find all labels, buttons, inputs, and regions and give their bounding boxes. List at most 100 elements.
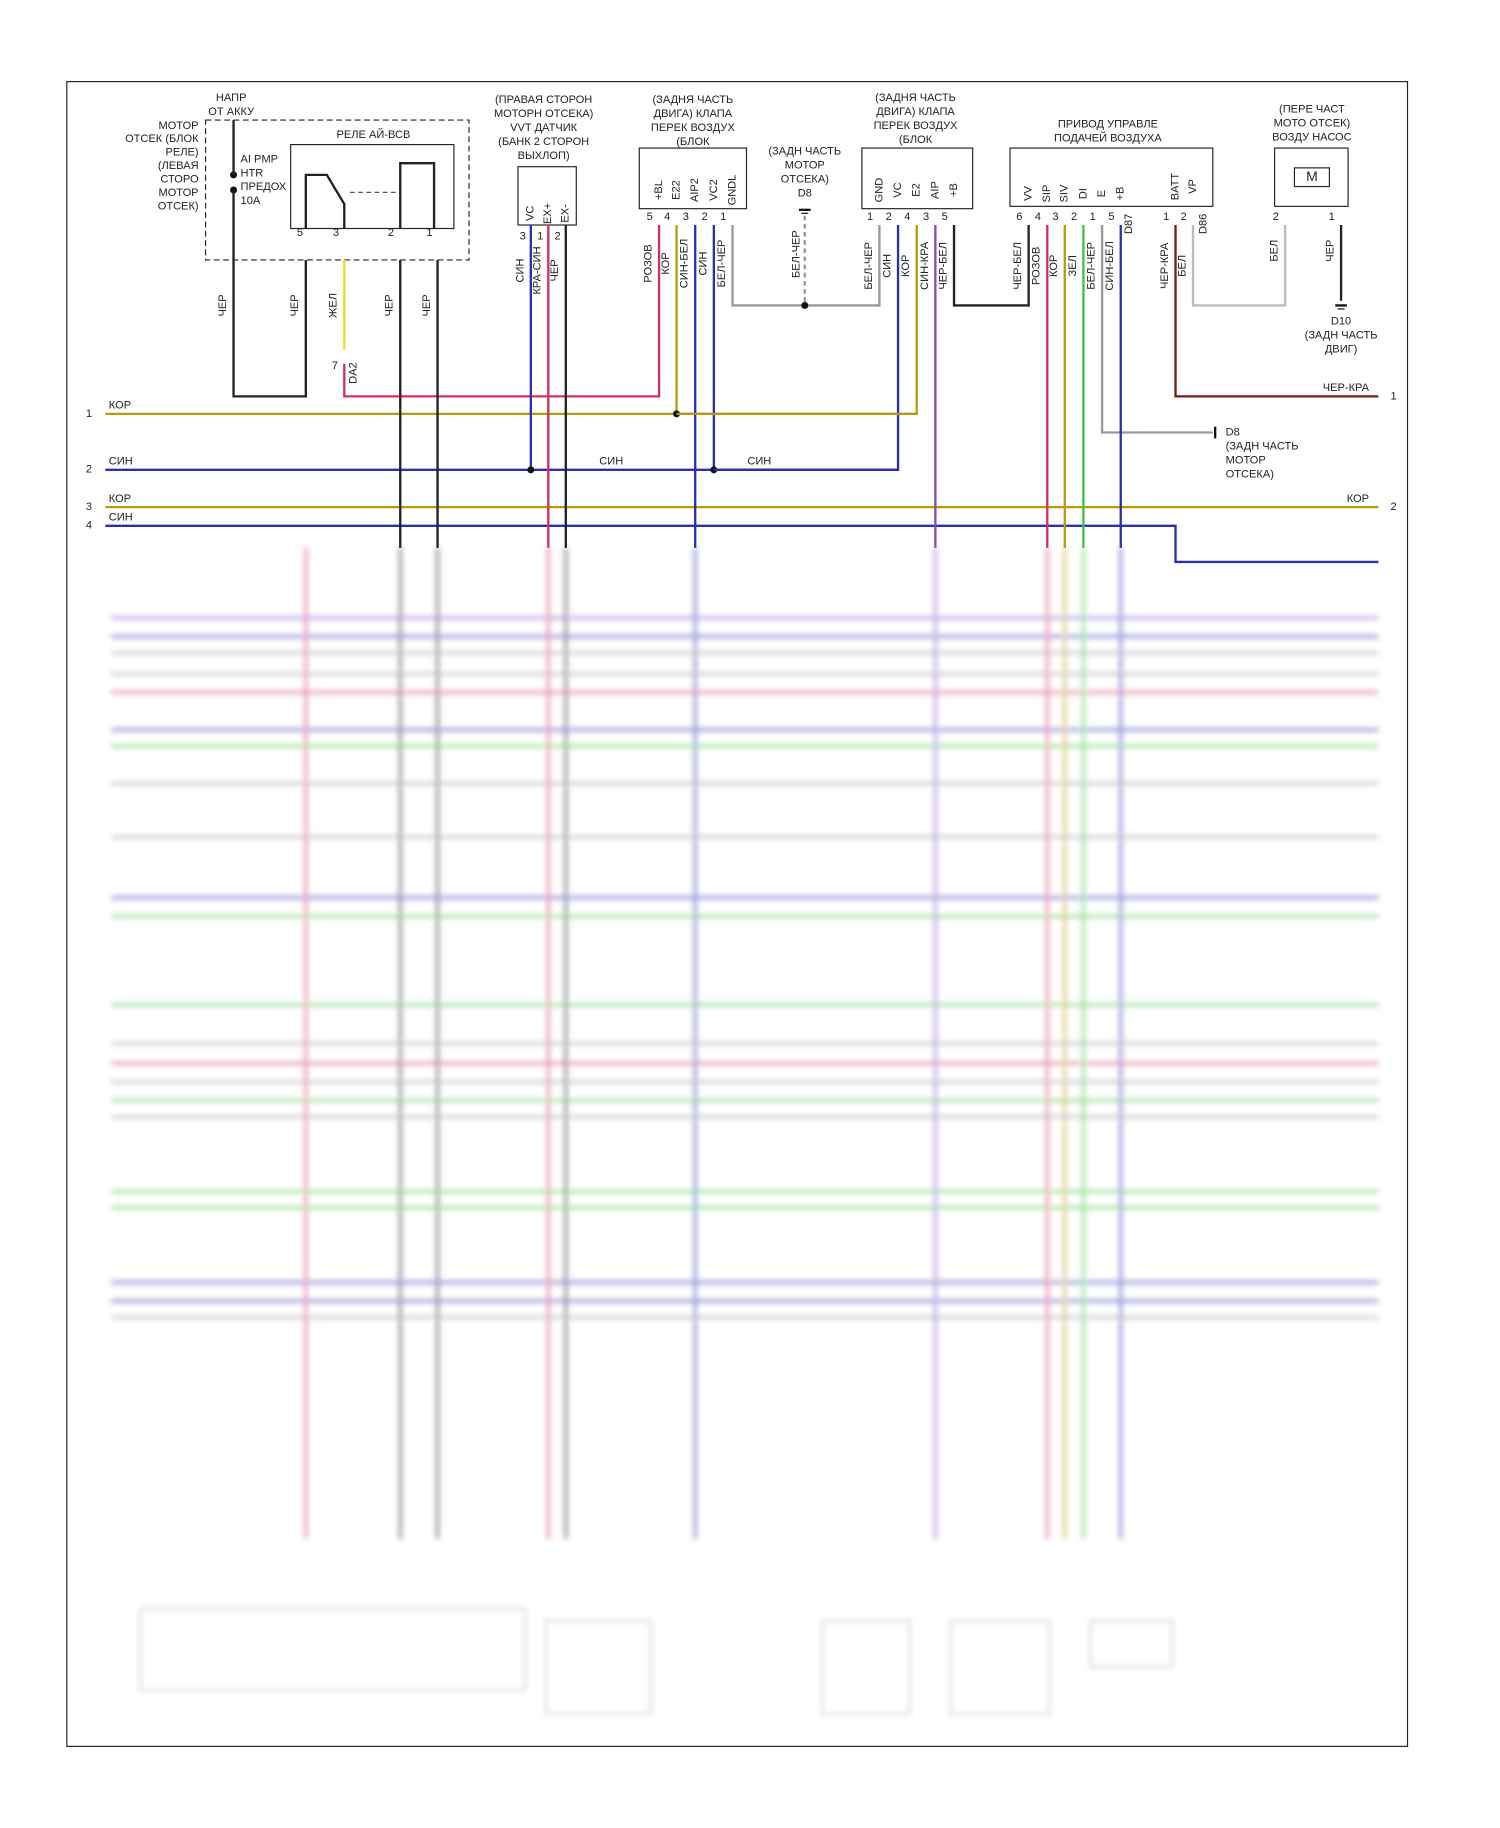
component-title: (БЛОК: [899, 134, 933, 146]
component-title: (ПРАВАЯ СТОРОН: [495, 94, 592, 106]
pin-label: GND: [873, 178, 885, 203]
location-label: ОТСЕК): [158, 200, 199, 212]
component-title: ПРИВОД УПРАВЛЕ: [1058, 119, 1158, 131]
wire: [304, 173, 346, 229]
ground-label: ОТСЕКА): [781, 173, 829, 185]
pin-label: +B: [948, 183, 960, 197]
ground-label: D8: [1226, 426, 1240, 438]
blurred-wiring: [111, 547, 1379, 1715]
wire-label: СИН: [514, 258, 526, 282]
wire-label: СИН-БЕЛ: [1104, 241, 1116, 291]
wire-label: ЧЕР: [289, 294, 301, 316]
location-label: (ЛЕВАЯ: [158, 160, 199, 172]
supply-label: НАПР: [216, 92, 247, 104]
pin-number: 2: [701, 211, 707, 223]
component-title: (ЗАДНЯ ЧАСТЬ: [875, 92, 956, 104]
pin-number: 5: [647, 211, 653, 223]
component-title: VVT ДАТЧИК: [510, 122, 577, 134]
pin-label: E2: [911, 183, 923, 197]
pin-number: 2: [1071, 211, 1077, 223]
component-box: [1274, 147, 1349, 207]
fuse-label: ПРЕДОХ: [241, 181, 287, 193]
wire: [105, 524, 1379, 564]
wire: [1174, 225, 1379, 398]
pin-number: 3: [333, 227, 339, 239]
pin-number: 2: [388, 227, 394, 239]
component-box: [204, 119, 470, 261]
bus-label: СИН: [599, 456, 623, 468]
bus-label: СИН: [109, 456, 133, 468]
wire-label: КРА-СИН: [532, 246, 544, 294]
pin-number: 4: [664, 211, 670, 223]
pin-number: 3: [520, 231, 526, 243]
frame: [66, 81, 1409, 1747]
wire-label: БЕЛ-ЧЕР: [1086, 242, 1098, 290]
blurred-component: [545, 1619, 652, 1715]
pin-label: VV: [1023, 186, 1035, 201]
pin-number: 2: [555, 231, 561, 243]
pin-label: SIP: [1041, 185, 1053, 203]
pin-label: +BL: [653, 180, 665, 200]
bus-label: СИН: [747, 456, 771, 468]
ground-label: (ЗАДН ЧАСТЬ: [1305, 330, 1378, 342]
wire: [399, 162, 436, 229]
wire: [676, 225, 918, 416]
junction: [801, 301, 809, 309]
wire: [731, 225, 881, 307]
pin-label: GNDL: [726, 175, 738, 206]
component-title: ДВИГА) КЛАПА: [876, 106, 955, 118]
output-label: ЧЕР-КРА: [1323, 382, 1370, 394]
ground-label: (ЗАДН ЧАСТЬ: [768, 145, 841, 157]
bus-label: КОР: [1347, 493, 1369, 505]
wire-label: ЧЕР: [421, 294, 433, 316]
wire-label: ЧЕР-БЕЛ: [1012, 242, 1024, 290]
wire-label: КОР: [1048, 255, 1060, 277]
pin-number: 3: [1052, 211, 1058, 223]
component-title: (ПЕРЕ ЧАСТ: [1279, 104, 1345, 116]
component-title: МОТО ОТСЕК): [1274, 117, 1351, 129]
wire: [1191, 225, 1287, 307]
wire: [952, 225, 1030, 307]
pin-number: 1: [867, 211, 873, 223]
component-box: [1009, 147, 1214, 207]
wire-label: РОЗОВ: [1031, 247, 1043, 285]
bus-label: КОР: [109, 493, 131, 505]
wire: [343, 225, 661, 398]
bus-number: 2: [86, 464, 92, 476]
component-title: ВЫХЛОП): [518, 150, 570, 162]
location-label: ОТСЕК (БЛОК: [125, 133, 199, 145]
ground-label: (ЗАДН ЧАСТЬ: [1226, 440, 1299, 452]
pin-number: 4: [904, 211, 910, 223]
wire-label: ЗЕЛ: [1067, 255, 1079, 276]
location-label: МОТОР: [158, 120, 198, 132]
pin-number: 5: [297, 227, 303, 239]
diagram-top: 1 КОР 2 СИН 3 КОР 4 СИН СИН СИН КОР 2 НАПР ОТ АККУ МОТ…: [86, 92, 1397, 564]
wire-label: СИН-БЕЛ: [679, 239, 691, 289]
pin-number: 1: [720, 211, 726, 223]
pin-label: EX-: [560, 204, 572, 223]
junction: [527, 466, 535, 474]
fuse-label: 10A: [241, 195, 261, 207]
pin-label: DI: [1077, 188, 1089, 199]
component-box: [861, 147, 974, 210]
wire-label: ЧЕР-БЕЛ: [937, 242, 949, 290]
pin-label: AIP: [929, 181, 941, 199]
component-title: ДВИГА) КЛАПА: [654, 108, 733, 120]
location-label: СТОРО: [160, 173, 199, 185]
wire: [232, 259, 307, 398]
pin-label: +B: [1115, 187, 1127, 201]
component-box: [290, 143, 455, 230]
pin-number: 3: [923, 211, 929, 223]
ground-label: ДВИГ): [1325, 344, 1358, 356]
component-title: МОТОРН ОТСЕКА): [494, 108, 593, 120]
location-label: МОТОР: [158, 187, 198, 199]
wire-label: ЧЕР: [1324, 240, 1336, 262]
component-box: [638, 147, 748, 210]
component-title: ПЕРЕК ВОЗДУХ: [874, 120, 959, 132]
bus-number: 4: [86, 520, 92, 532]
wire: [1100, 225, 1213, 434]
pin-number: 1: [426, 227, 432, 239]
wire-label: СИН-КРА: [919, 241, 931, 290]
wire-label: СИН: [881, 254, 893, 278]
